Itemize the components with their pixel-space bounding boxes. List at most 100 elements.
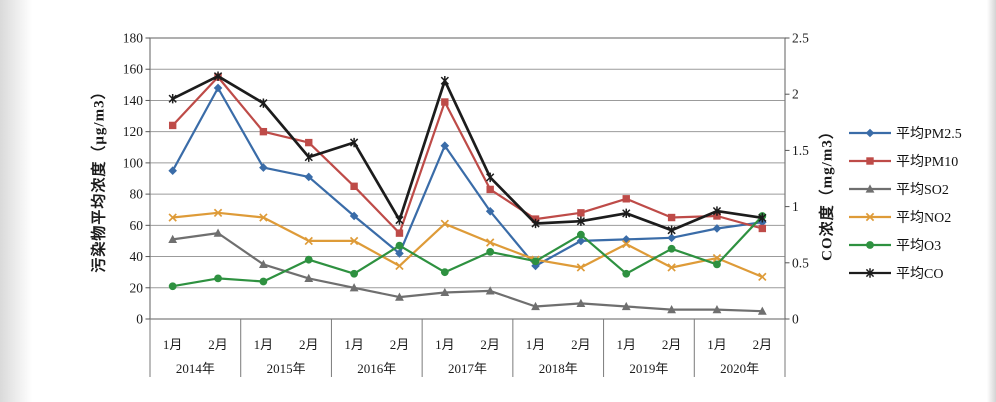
x-marker-icon bbox=[576, 263, 586, 272]
legend-label-pm25: 平均PM2.5 bbox=[896, 127, 962, 142]
month-label: 2月 bbox=[480, 337, 500, 352]
triangle-marker-icon bbox=[712, 305, 722, 314]
legend-item-pm10: 平均PM10 bbox=[848, 147, 962, 175]
x-marker-icon bbox=[440, 219, 450, 228]
page-right-margin bbox=[987, 0, 996, 402]
triangle-marker-icon bbox=[258, 259, 268, 268]
year-label: 2018年 bbox=[539, 361, 578, 376]
square-marker-icon bbox=[350, 182, 358, 191]
legend-item-co: 平均CO bbox=[848, 259, 962, 287]
triangle-marker-icon bbox=[576, 298, 586, 307]
legend: 平均PM2.5 平均PM10 平均SO2 平均NO2 平均O3 平均CO bbox=[848, 119, 962, 287]
circle-marker-icon bbox=[531, 257, 540, 266]
star-marker-icon bbox=[667, 225, 676, 235]
star-marker-icon bbox=[865, 268, 875, 278]
left-axis-tick-label: 180 bbox=[123, 31, 144, 46]
legend-item-pm25: 平均PM2.5 bbox=[848, 119, 962, 147]
x-marker-icon bbox=[622, 239, 631, 249]
month-label: 2月 bbox=[299, 337, 319, 352]
series-pm10-line bbox=[171, 75, 764, 235]
series-o3-line bbox=[171, 214, 764, 288]
star-marker-icon bbox=[440, 76, 449, 86]
triangle-marker-icon bbox=[213, 228, 223, 237]
star-marker-icon bbox=[531, 218, 540, 229]
diamond-marker-icon bbox=[865, 128, 875, 138]
month-label: 1月 bbox=[526, 337, 546, 352]
month-label: 1月 bbox=[254, 337, 274, 352]
x-marker-icon bbox=[168, 213, 177, 222]
circle-marker-icon bbox=[866, 241, 874, 249]
legend-marker-icon bbox=[849, 128, 891, 138]
legend-marker-icon bbox=[849, 184, 891, 193]
circle-marker-icon bbox=[622, 269, 631, 278]
x-marker-icon bbox=[304, 236, 313, 246]
month-label: 1月 bbox=[163, 337, 183, 352]
triangle-marker-icon bbox=[667, 305, 677, 314]
series-so2-line bbox=[171, 232, 764, 313]
star-marker-icon bbox=[395, 215, 404, 225]
star-marker-icon bbox=[758, 213, 767, 223]
diamond-marker-icon bbox=[213, 83, 223, 93]
diamond-marker-icon bbox=[576, 236, 586, 246]
circle-marker-icon bbox=[168, 282, 177, 291]
square-marker-icon bbox=[441, 98, 449, 106]
diamond-marker-icon bbox=[485, 206, 495, 216]
month-label: 1月 bbox=[616, 337, 636, 352]
star-marker-icon bbox=[213, 71, 223, 81]
diamond-marker-icon bbox=[712, 224, 722, 233]
month-label: 1月 bbox=[435, 337, 455, 352]
year-label: 2015年 bbox=[267, 361, 306, 376]
legend-label-pm10: 平均PM10 bbox=[896, 155, 959, 170]
left-axis-tick-label: 60 bbox=[130, 218, 144, 233]
triangle-marker-icon bbox=[349, 283, 359, 292]
circle-marker-icon bbox=[304, 255, 313, 264]
legend-marker-icon bbox=[849, 212, 891, 222]
month-label: 2月 bbox=[753, 337, 773, 352]
year-label: 2017年 bbox=[448, 361, 487, 376]
diamond-marker-icon bbox=[349, 211, 359, 221]
diamond-marker-icon bbox=[259, 163, 268, 172]
circle-marker-icon bbox=[259, 277, 268, 286]
series-pm25-line bbox=[171, 86, 764, 267]
circle-marker-icon bbox=[214, 274, 222, 283]
x-marker-icon bbox=[213, 208, 223, 218]
circle-marker-icon bbox=[713, 260, 721, 269]
square-marker-icon bbox=[758, 224, 767, 233]
square-marker-icon bbox=[866, 157, 874, 165]
month-label: 1月 bbox=[344, 337, 364, 352]
year-label: 2016年 bbox=[357, 361, 396, 376]
series-no2-line bbox=[171, 211, 764, 278]
legend-item-no2: 平均NO2 bbox=[848, 203, 962, 231]
x-marker-icon bbox=[259, 213, 268, 222]
diamond-marker-icon bbox=[440, 141, 450, 151]
plot-border bbox=[149, 37, 786, 320]
square-marker-icon bbox=[667, 213, 676, 222]
x-marker-icon bbox=[395, 261, 404, 271]
right-axis-tick-label: 1.5 bbox=[792, 143, 809, 158]
year-label: 2020年 bbox=[720, 361, 759, 376]
left-axis-tick-label: 0 bbox=[136, 312, 143, 327]
right-axis-tick-label: 2.5 bbox=[792, 31, 809, 46]
right-axis-tick-label: 0.5 bbox=[792, 255, 809, 270]
legend-label-co: 平均CO bbox=[896, 267, 944, 282]
legend-item-so2: 平均SO2 bbox=[848, 175, 962, 203]
left-axis-tick-label: 140 bbox=[123, 93, 144, 108]
series-no2-markers bbox=[168, 208, 767, 282]
x-marker-icon bbox=[865, 212, 875, 222]
triangle-marker-icon bbox=[757, 306, 767, 315]
star-marker-icon bbox=[168, 93, 177, 104]
left-axis-tick-label: 160 bbox=[123, 62, 144, 77]
x-marker-icon bbox=[485, 238, 495, 247]
diamond-marker-icon bbox=[621, 235, 631, 244]
star-marker-icon bbox=[712, 206, 722, 216]
square-marker-icon bbox=[168, 121, 177, 130]
year-label: 2014年 bbox=[176, 361, 215, 376]
series-co-line bbox=[171, 74, 764, 232]
legend-marker-icon bbox=[849, 157, 891, 165]
diamond-marker-icon bbox=[667, 233, 676, 243]
square-marker-icon bbox=[486, 185, 494, 194]
series-pm10-markers bbox=[168, 73, 767, 237]
diamond-marker-icon bbox=[395, 249, 404, 258]
month-label: 2月 bbox=[208, 337, 228, 352]
